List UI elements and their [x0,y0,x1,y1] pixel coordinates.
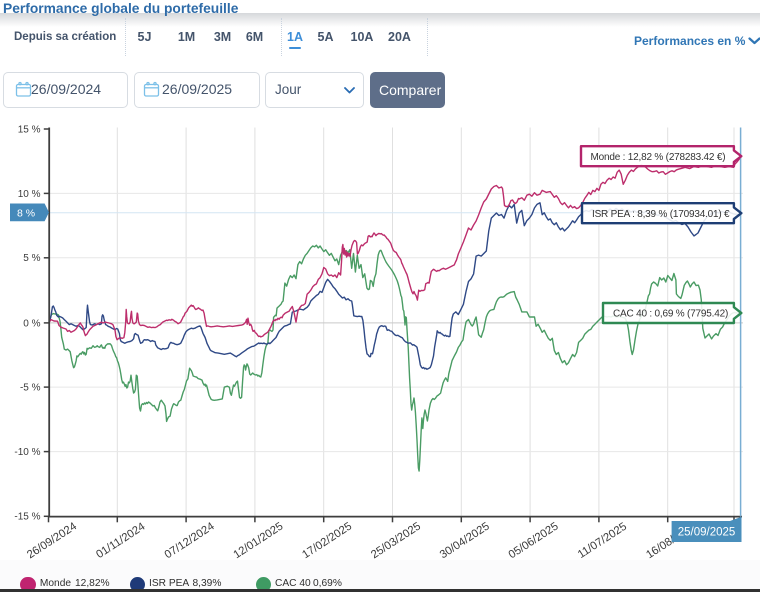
svg-text:CAC 40 : 0,69 % (7795.42): CAC 40 : 0,69 % (7795.42) [613,309,728,320]
svg-text:15 %: 15 % [18,124,41,135]
svg-text:25/09/2025: 25/09/2025 [678,527,736,539]
svg-text:-5 %: -5 % [20,383,41,394]
svg-text:Monde : 12,82 % (278283.42 €): Monde : 12,82 % (278283.42 €) [591,152,726,163]
svg-text:26/09/2024: 26/09/2024 [25,520,79,561]
svg-text:17/02/2025: 17/02/2025 [300,520,354,561]
svg-text:01/11/2024: 01/11/2024 [94,521,147,561]
svg-text:30/04/2025: 30/04/2025 [438,520,492,561]
svg-text:-10 %: -10 % [14,447,40,458]
svg-text:05/06/2025: 05/06/2025 [507,520,561,561]
svg-text:10 %: 10 % [18,189,41,200]
svg-text:ISR PEA : 8,39 % (170934.01) €: ISR PEA : 8,39 % (170934.01) € [592,209,730,220]
svg-text:07/12/2024: 07/12/2024 [163,520,217,561]
svg-text:11/07/2025: 11/07/2025 [576,521,629,561]
svg-text:5 %: 5 % [23,253,40,264]
svg-text:0 %: 0 % [23,318,40,329]
svg-text:12/01/2025: 12/01/2025 [231,520,285,561]
svg-text:25/03/2025: 25/03/2025 [369,520,423,561]
svg-text:-15 %: -15 % [14,512,40,523]
svg-text:8 %: 8 % [17,207,35,219]
